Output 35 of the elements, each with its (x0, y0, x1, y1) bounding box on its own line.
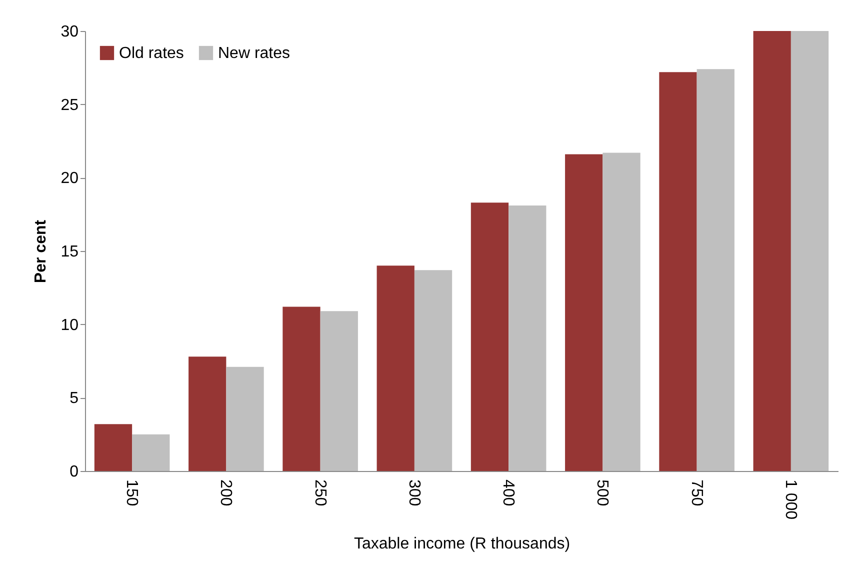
bar (94, 424, 132, 471)
x-tick-label: 1 000 (782, 480, 799, 520)
bar (132, 434, 170, 471)
x-tick-label: 250 (311, 480, 328, 506)
bar (565, 154, 603, 471)
y-tick-label: 15 (60, 244, 79, 260)
bar (376, 266, 414, 471)
y-tick-label: 5 (70, 390, 79, 408)
x-tick-label: 300 (405, 480, 422, 506)
bar (602, 152, 640, 471)
bar (282, 306, 320, 471)
legend-label: New rates (218, 45, 290, 62)
y-tick-label: 10 (60, 316, 79, 334)
bar (470, 202, 509, 471)
legend-label: Old rates (119, 45, 184, 62)
y-tick-label: 30 (60, 24, 79, 40)
bar (414, 270, 452, 471)
bar (188, 356, 226, 471)
x-tick-label: 200 (217, 480, 234, 506)
bar (226, 366, 264, 471)
bar (508, 206, 546, 471)
x-tick-label: 150 (123, 480, 140, 506)
y-axis-title: Per cent (32, 219, 50, 284)
x-tick-label: 400 (500, 480, 517, 506)
x-tick-label: 500 (594, 480, 611, 506)
y-tick-label: 20 (60, 170, 79, 188)
bar (753, 31, 791, 471)
x-tick-label: 750 (688, 480, 705, 506)
y-tick-label: 25 (60, 96, 79, 114)
x-axis-title: Taxable income (R thousands) (354, 536, 570, 553)
bar (790, 31, 829, 471)
bar (320, 311, 358, 471)
bar (659, 72, 697, 471)
y-tick-label: 0 (70, 464, 79, 480)
bar (696, 69, 734, 471)
